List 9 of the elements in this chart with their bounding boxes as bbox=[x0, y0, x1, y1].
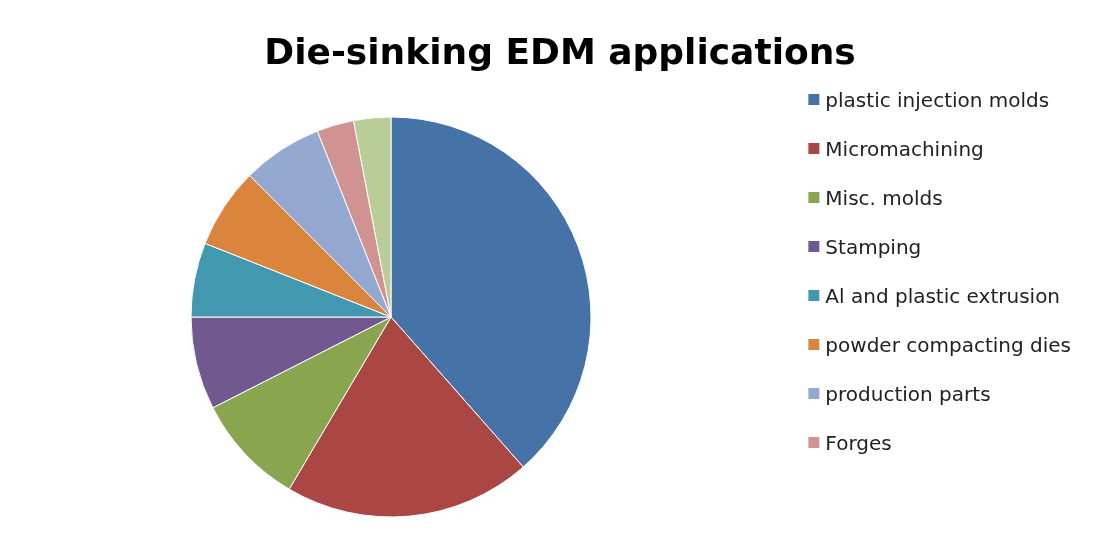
legend-label: production parts bbox=[825, 381, 991, 406]
legend-label: powder compacting dies bbox=[825, 332, 1072, 357]
legend-label: Forges bbox=[825, 430, 892, 455]
legend-label: Al and plastic extrusion bbox=[825, 283, 1061, 308]
chart-title: Die-sinking EDM applications bbox=[264, 30, 856, 72]
legend-label: Misc. molds bbox=[825, 185, 943, 210]
legend-label: plastic injection molds bbox=[825, 87, 1050, 112]
legend-label: Micromachining bbox=[825, 136, 984, 161]
legend-label: Stamping bbox=[825, 234, 922, 259]
